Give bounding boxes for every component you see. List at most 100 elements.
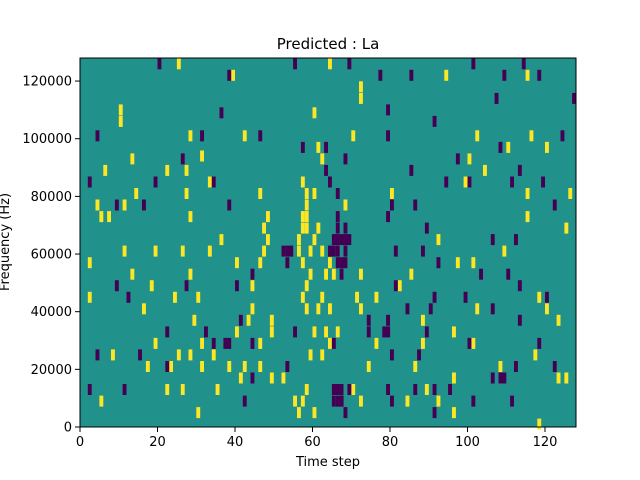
- heatmap-cell-low: [343, 407, 348, 419]
- heatmap-cell-high: [211, 349, 216, 361]
- heatmap-cell-low: [200, 130, 204, 142]
- heatmap-cell-high: [134, 188, 139, 199]
- heatmap-cell-high: [300, 176, 305, 188]
- heatmap-cell-low: [552, 361, 557, 372]
- heatmap-cell-low: [455, 153, 460, 165]
- heatmap-cell-low: [537, 337, 542, 349]
- heatmap-cell-low: [339, 384, 344, 395]
- heatmap-cell-low: [386, 104, 390, 116]
- heatmap-cell-high: [235, 257, 239, 269]
- heatmap-cell-low: [428, 303, 433, 315]
- heatmap-cell-high: [452, 372, 456, 384]
- heatmap-cell-high: [300, 211, 305, 223]
- heatmap-cell-low: [382, 326, 391, 338]
- heatmap-cell-high: [107, 211, 111, 223]
- heatmap-cell-high: [242, 361, 247, 372]
- heatmap-cell-high: [312, 188, 317, 199]
- heatmap-cell-high: [475, 303, 480, 315]
- heatmap-cell-low: [541, 176, 545, 188]
- heatmap-cell-high: [424, 384, 429, 395]
- heatmap-cell-low: [510, 176, 514, 188]
- heatmap-cell-high: [188, 211, 193, 223]
- heatmap-cell-high: [374, 291, 379, 303]
- heatmap-cell-high: [312, 326, 317, 338]
- heatmap-cell-low: [537, 69, 542, 81]
- heatmap-cell-low: [211, 176, 216, 188]
- heatmap-cell-low: [405, 303, 410, 315]
- heatmap-cell-high: [463, 176, 468, 188]
- heatmap-cell-low: [343, 222, 348, 234]
- heatmap-cell-high: [312, 407, 317, 419]
- heatmap-cell-low: [281, 245, 286, 257]
- heatmap-cell-high: [525, 188, 530, 199]
- heatmap-cell-high: [207, 245, 212, 257]
- heatmap-cell-high: [304, 384, 309, 395]
- heatmap-cell-high: [300, 222, 305, 234]
- heatmap-cell-high: [359, 268, 363, 280]
- heatmap-cell-high: [452, 407, 456, 419]
- heatmap-cell-high: [142, 303, 146, 315]
- heatmap-cell-high: [359, 81, 363, 93]
- heatmap-cell-low: [87, 176, 92, 188]
- heatmap-cell-low: [95, 349, 100, 361]
- heatmap-cell-high: [165, 384, 170, 395]
- heatmap-cell-low: [347, 384, 352, 395]
- heatmap-cell-low: [479, 268, 483, 280]
- heatmap-cell-low: [463, 291, 468, 303]
- heatmap-cell-high: [99, 395, 104, 407]
- heatmap-cell-low: [335, 188, 340, 199]
- heatmap-cell-high: [207, 176, 212, 188]
- heatmap-cell-high: [149, 280, 154, 292]
- heatmap-cell-high: [300, 291, 305, 303]
- heatmap-cell-low: [424, 222, 429, 234]
- heatmap-cell-high: [564, 372, 569, 384]
- heatmap-cell-high: [320, 245, 325, 257]
- heatmap-cell-high: [258, 337, 263, 349]
- heatmap-cell-low: [300, 141, 305, 153]
- heatmap-cell-low: [490, 234, 495, 246]
- heatmap-cell-low: [95, 130, 100, 142]
- heatmap-cell-high: [405, 395, 410, 407]
- heatmap-cell-high: [498, 361, 503, 372]
- y-axis-label: Frequency (Hz): [0, 193, 13, 291]
- heatmap-cell-low: [390, 199, 394, 211]
- heatmap-cell-low: [498, 372, 507, 384]
- heatmap-cell-low: [517, 280, 522, 292]
- heatmap-cell-low: [436, 257, 441, 269]
- heatmap-cell-low: [432, 407, 437, 419]
- x-tick-label: 40: [227, 435, 244, 450]
- heatmap-cell-low: [285, 257, 290, 269]
- heatmap-cell-low: [227, 69, 232, 81]
- heatmap-cell-high: [436, 395, 441, 407]
- heatmap-cell-high: [242, 130, 247, 142]
- plot-frame: [79, 57, 577, 428]
- heatmap-cell-low: [432, 384, 437, 395]
- heatmap-cell-low: [250, 337, 255, 349]
- y-tick-label: 100000: [22, 132, 72, 147]
- heatmap-cell-high: [196, 407, 201, 419]
- heatmap-cell-low: [339, 234, 344, 246]
- heatmap-cell-high: [281, 372, 286, 384]
- x-tick-label: 20: [149, 435, 166, 450]
- heatmap-cell-low: [490, 303, 495, 315]
- heatmap-cell-high: [324, 326, 328, 338]
- heatmap-cell-high: [219, 234, 224, 246]
- heatmap-cell-low: [386, 384, 390, 395]
- heatmap-cell-low: [448, 384, 452, 395]
- heatmap-cell-high: [297, 234, 301, 246]
- heatmap-cell-high: [176, 349, 181, 361]
- heatmap-cell-high: [258, 188, 263, 199]
- heatmap-cell-high: [421, 337, 425, 349]
- heatmap-cell-low: [126, 291, 131, 303]
- heatmap-cell-low: [293, 58, 297, 70]
- heatmap-cell-low: [238, 314, 243, 326]
- x-tick-label: 120: [533, 435, 558, 450]
- heatmap-cell-high: [300, 257, 305, 269]
- heatmap-cell-high: [258, 361, 263, 372]
- heatmap-cell-high: [331, 268, 336, 280]
- heatmap-cell-high: [335, 326, 340, 338]
- heatmap-cell-low: [502, 69, 507, 81]
- x-axis-label: Time step: [295, 455, 360, 470]
- heatmap-cell-high: [266, 234, 270, 246]
- heatmap-cell-high: [529, 130, 534, 142]
